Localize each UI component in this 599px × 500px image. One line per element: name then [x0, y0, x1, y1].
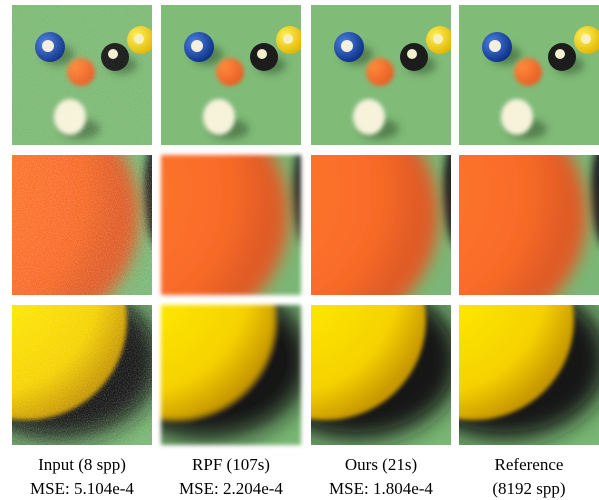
- image-input-scene: [12, 5, 155, 145]
- caption-subtitle: (8192 spp): [492, 479, 565, 498]
- caption-title: RPF (107s): [192, 455, 270, 474]
- caption-title: Reference: [495, 455, 564, 474]
- image-reference-scene: [459, 5, 599, 145]
- image-ours-scene: [311, 5, 454, 145]
- caption-subtitle: MSE: 1.804e-4: [329, 479, 433, 498]
- image-rpf-scene: [161, 5, 304, 145]
- caption-subtitle: MSE: 5.104e-4: [30, 479, 134, 498]
- figure: Input (8 spp) MSE: 5.104e-4 RPF (107s) M…: [0, 0, 599, 500]
- caption-subtitle: MSE: 2.204e-4: [179, 479, 283, 498]
- caption-title: Input (8 spp): [38, 455, 126, 474]
- caption-title: Ours (21s): [345, 455, 417, 474]
